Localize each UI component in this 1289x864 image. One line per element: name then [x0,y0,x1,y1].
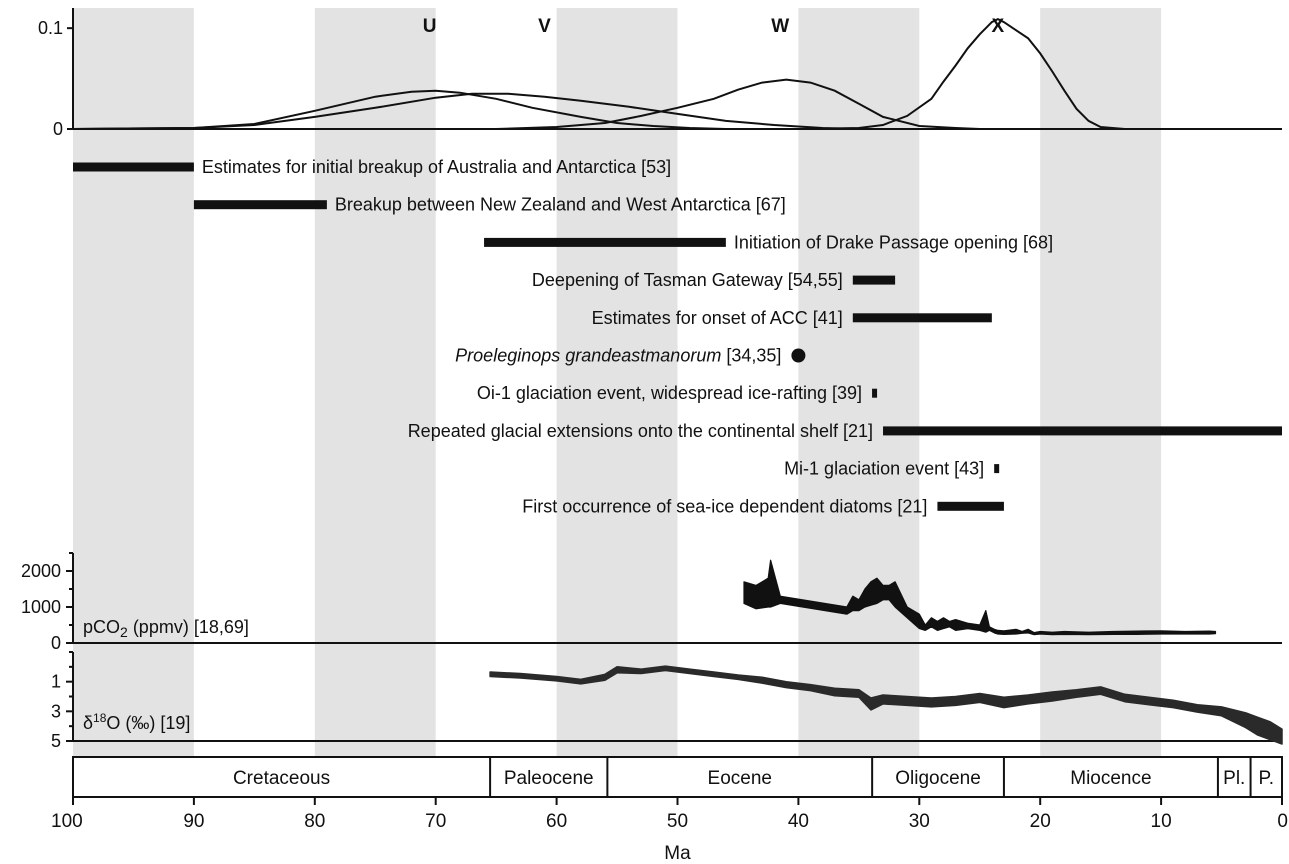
co2-label: pCO2 (ppmv) [18,69] [83,617,249,640]
d18o-y-tick-label: 1 [51,672,61,692]
curve-label-v: V [538,16,551,37]
density-curve-w [496,78,980,130]
epoch-label: Miocence [1070,768,1151,789]
epoch-label: Cretaceous [233,768,330,789]
co2-y-tick-label: 1000 [21,597,61,617]
co2-label-main: pCO [83,617,120,637]
event-point [791,348,806,363]
event-label-ref: [34,35] [721,346,781,366]
epoch-label: Paleocene [504,768,594,789]
d18o-label-main: δ [83,713,93,733]
event-label-text: Mi-1 glaciation event [43] [784,459,984,479]
event-bar [994,464,1000,474]
x-tick-label: 100 [51,811,83,832]
event-label: Mi-1 glaciation event [43] [784,459,984,479]
curve-label-w: W [771,16,789,37]
co2-label-sub: 2 [120,624,128,640]
x-tick-label: 70 [425,811,446,832]
d18o-label-rest: O (‰) [19] [106,713,190,733]
shaded-band [556,8,678,756]
x-tick-label: 90 [183,811,204,832]
event-bar [872,388,878,398]
event-label-text: Proeleginops grandeastmanorum [455,346,721,366]
event-label-text: First occurrence of sea-ice dependent di… [522,496,927,516]
event-label: Estimates for initial breakup of Austral… [202,157,671,177]
co2-band [743,559,1217,636]
curve-label-x: X [992,16,1005,37]
x-tick-label: 40 [788,811,809,832]
d18o-label-sup: 18 [93,711,107,725]
density-y-tick-label: 0 [53,119,63,139]
epoch-bar: Cretaceous Paleocene Eocene Oligocene Miocen… [72,756,1283,798]
x-tick-label: 20 [1030,811,1051,832]
density-y-tick-label: 0.1 [38,18,63,38]
d18o-y-tick-label: 5 [51,731,61,751]
event-label-text: Repeated glacial extensions onto the con… [408,421,873,441]
event-label: First occurrence of sea-ice dependent di… [522,496,927,516]
d18o-label: δ18O (‰) [19] [83,711,190,733]
co2-panel: 0 1000 2000 pCO2 (ppmv) [18,69] [21,552,1282,653]
co2-y-tick-label: 2000 [21,561,61,581]
x-tick-label: 10 [1151,811,1172,832]
x-tick-label: 0 [1277,811,1288,832]
density-curve-x [798,17,1137,130]
shaded-band [73,8,194,756]
d18o-panel: 1 3 5 δ18O (‰) [19] [51,651,1283,751]
x-tick-label: 60 [546,811,567,832]
density-curve-v [72,92,859,130]
event-label-text: Oi-1 glaciation event, widespread ice-ra… [477,383,862,403]
event-label: Oi-1 glaciation event, widespread ice-ra… [477,383,862,403]
event-bar [852,313,992,323]
epoch-label: Eocene [708,768,772,789]
epoch-label: Oligocene [895,768,981,789]
x-axis: 100 90 80 70 60 50 40 30 20 10 0Ma [51,797,1288,864]
shaded-band [314,8,436,756]
event-label: Deepening of Tasman Gateway [54,55] [532,270,843,290]
event-label-text: Deepening of Tasman Gateway [54,55] [532,270,843,290]
epoch-label: Pl. [1223,768,1245,789]
shaded-band [798,8,920,756]
x-tick-label: 50 [667,811,688,832]
event-label: Proeleginops grandeastmanorum [34,35] [455,346,781,366]
event-bar [73,162,194,172]
event-label-text: Estimates for onset of ACC [41] [592,308,843,328]
x-tick-label: 80 [304,811,325,832]
event-bar [937,501,1004,511]
event-label: Breakup between New Zealand and West Ant… [335,195,786,215]
co2-y-tick-label: 0 [51,633,61,653]
event-label: Estimates for onset of ACC [41] [592,308,843,328]
epoch-bar-frame [72,756,1283,798]
d18o-band [489,665,1283,745]
event-bar [852,275,896,285]
event-bar [193,200,327,210]
density-curve-u [72,89,726,130]
curve-label-u: U [423,16,437,37]
co2-label-rest: (ppmv) [18,69] [128,617,249,637]
event-label: Repeated glacial extensions onto the con… [408,421,873,441]
d18o-y-tick-label: 3 [51,701,61,721]
events-panel: Estimates for initial breakup of Austral… [73,157,1282,516]
x-axis-label: Ma [664,843,691,864]
event-bar [484,237,726,247]
event-bar [883,426,1282,436]
epoch-label: P. [1259,768,1275,789]
density-panel: 0 0.1 U V W X [38,8,1282,139]
event-label: Initiation of Drake Passage opening [68] [734,232,1053,252]
x-tick-label: 30 [909,811,930,832]
